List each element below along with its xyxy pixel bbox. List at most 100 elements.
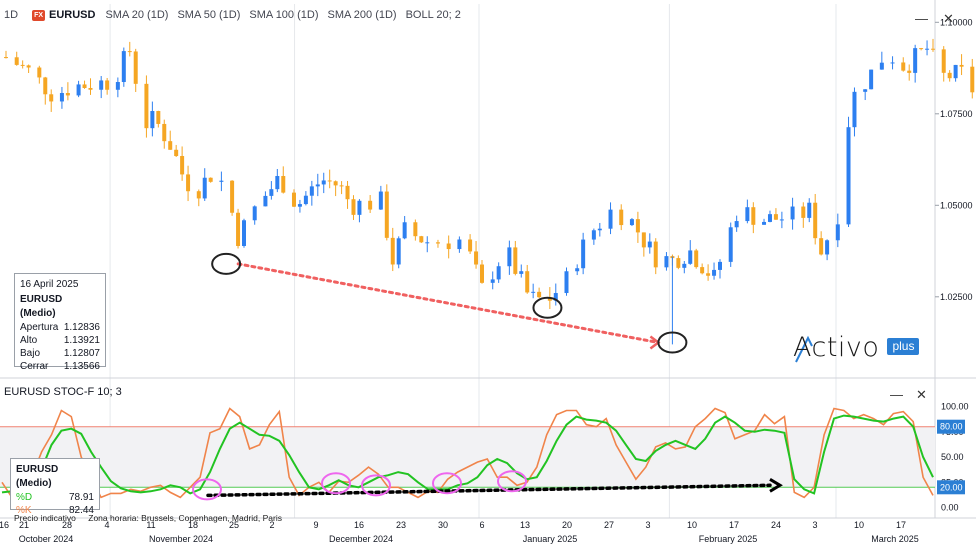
candle-body <box>953 64 958 79</box>
indicator-sma100[interactable]: SMA 100 (1D) <box>249 9 319 21</box>
x-axis-label: March 2025 <box>871 534 919 544</box>
stoch-circle-marker <box>321 472 351 495</box>
x-axis-label: 18 <box>188 520 198 530</box>
x-axis-label: 17 <box>896 520 906 530</box>
stoch-info-box: EURUSD (Medio) %D 78.91 %K 82.44 <box>10 458 100 516</box>
candle-body <box>339 185 344 187</box>
candle-body <box>303 195 308 205</box>
x-axis-label: 27 <box>604 520 614 530</box>
candle-body <box>925 48 930 50</box>
stoch-level-badge <box>937 480 965 495</box>
candle-body <box>694 250 699 268</box>
stoch-circle-marker <box>432 472 462 495</box>
indicator-sma200[interactable]: SMA 200 (1D) <box>327 9 397 21</box>
candle-body <box>14 57 19 65</box>
x-axis-label: 23 <box>396 520 406 530</box>
candle-body <box>825 240 830 255</box>
x-axis-label: 25 <box>229 520 239 530</box>
stoch-trendline <box>206 483 772 498</box>
price-circle-marker <box>532 296 563 319</box>
price-tick-label: 1.10000 <box>940 17 973 27</box>
candle-body <box>947 72 952 79</box>
x-axis-label: 10 <box>687 520 697 530</box>
indicator-sma50[interactable]: SMA 50 (1D) <box>177 9 241 21</box>
main-minimize-icon[interactable]: — <box>915 11 928 26</box>
candle-body <box>629 219 634 226</box>
candle-body <box>575 268 580 272</box>
x-axis-label: January 2025 <box>523 534 578 544</box>
candle-body <box>162 123 167 142</box>
stoch-minimize-icon[interactable]: — <box>890 387 903 402</box>
candle-body <box>186 174 191 192</box>
timeframe-selector[interactable]: 1D <box>4 9 19 21</box>
stoch-circle-marker <box>192 478 222 501</box>
candle-body <box>309 186 314 196</box>
x-axis-label: 17 <box>729 520 739 530</box>
candle-body <box>688 250 693 264</box>
candle-body <box>419 236 424 243</box>
candle-body <box>378 191 383 210</box>
indicator-sma20[interactable]: SMA 20 (1D) <box>105 9 169 21</box>
candle-body <box>901 62 906 71</box>
stoch-level-badge-label: 20.00 <box>940 482 963 492</box>
x-axis-label: 16 <box>0 520 9 530</box>
candle-body <box>480 264 484 283</box>
logo-plus-badge: plus <box>887 338 920 355</box>
stoch-band <box>0 426 935 488</box>
stoch-tick-label: 0.00 <box>941 503 959 513</box>
candle-body <box>813 202 818 239</box>
candle-body <box>252 206 257 221</box>
candle-body <box>728 227 733 262</box>
chart-header: 1D FX EURUSD SMA 20 (1D) SMA 50 (1D) SMA… <box>4 8 470 22</box>
candle-body <box>525 271 530 293</box>
candle-body <box>275 176 280 190</box>
x-axis-label: 9 <box>313 520 318 530</box>
stoch-level-badge-label: 80.00 <box>940 422 963 432</box>
price-tick-label: 1.07500 <box>940 109 973 119</box>
candle-body <box>745 207 750 222</box>
x-axis-label: 6 <box>479 520 484 530</box>
candle-body <box>819 238 824 255</box>
info-subtitle: EURUSD (Medio) <box>20 294 63 319</box>
candle-body <box>26 65 31 68</box>
symbol-label[interactable]: EURUSD <box>49 9 96 21</box>
candles-group <box>4 38 975 345</box>
candle-body <box>537 291 542 298</box>
candle-body <box>490 279 495 283</box>
candle-body <box>507 247 512 267</box>
candle-body <box>333 181 338 186</box>
indicator-boll[interactable]: BOLL 20; 2 <box>405 9 461 21</box>
candle-body <box>807 202 812 218</box>
candle-body <box>435 242 440 244</box>
candle-body <box>150 111 155 129</box>
candle-body <box>43 77 48 95</box>
candle-body <box>396 238 401 265</box>
candle-body <box>676 258 681 268</box>
candle-body <box>88 87 93 90</box>
info-row-open: Apertura 1.12836 <box>20 322 100 333</box>
candle-body <box>734 221 739 228</box>
x-axis-label: November 2024 <box>149 534 213 544</box>
candle-body <box>196 191 201 199</box>
candle-body <box>852 91 857 128</box>
candle-body <box>970 66 975 93</box>
candle-body <box>133 51 138 84</box>
main-close-icon[interactable]: ✕ <box>943 11 954 26</box>
candle-body <box>144 83 149 129</box>
candle-body <box>531 291 536 293</box>
candle-body <box>718 261 722 270</box>
candle-body <box>890 62 895 64</box>
candle-body <box>121 51 126 83</box>
activo-plus-logo: Activo plus <box>793 333 920 363</box>
x-axis-label: 28 <box>62 520 72 530</box>
candle-body <box>180 156 185 175</box>
candle-body <box>127 51 132 53</box>
candle-body <box>230 180 235 213</box>
candle-body <box>65 93 70 96</box>
stoch-close-icon[interactable]: ✕ <box>916 387 927 402</box>
x-axis-label: 4 <box>104 520 109 530</box>
candle-body <box>37 67 42 78</box>
candle-body <box>553 293 558 301</box>
x-axis-label: October 2024 <box>19 534 74 544</box>
